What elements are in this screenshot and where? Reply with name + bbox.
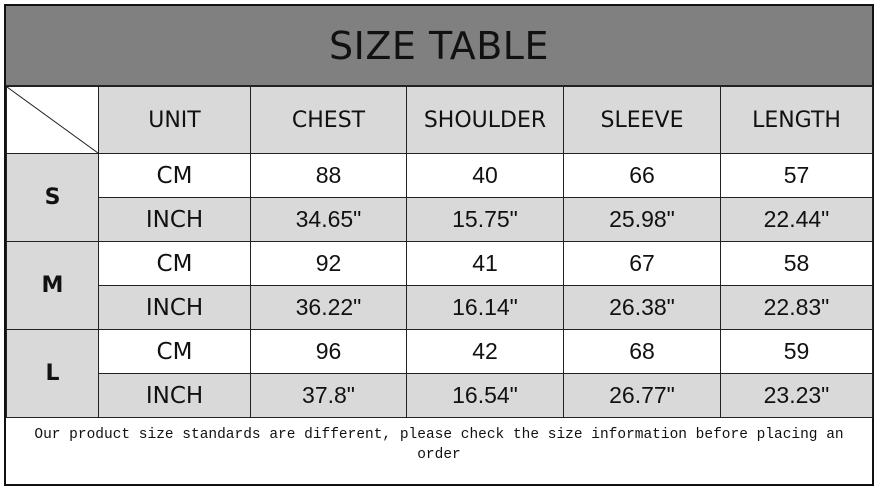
header-shoulder: SHOULDER (406, 86, 564, 154)
value-cell: 15.75" (406, 197, 564, 242)
table-row: L CM 96 42 68 59 (6, 329, 873, 418)
value-cell: 22.44" (720, 197, 873, 242)
value-cell: 26.77" (563, 373, 721, 418)
value-cell: 25.98" (563, 197, 721, 242)
table-row: INCH 36.22" 16.14" 26.38" 22.83" (7, 285, 873, 330)
table-row: M CM 92 41 67 58 (6, 241, 873, 330)
value-cell: 57 (720, 153, 873, 198)
diagonal-line (7, 87, 98, 153)
unit-cell: CM (98, 153, 251, 198)
value-cell: 58 (720, 241, 873, 286)
size-grid: UNIT CHEST SHOULDER SLEEVE LENGTH S CM 88 4… (6, 86, 873, 418)
value-cell: 92 (250, 241, 407, 286)
value-cell: 26.38" (563, 285, 721, 330)
value-cell: 22.83" (720, 285, 873, 330)
size-table: SIZE TABLE UNIT CHEST SHOULDER SLEEVE LE… (4, 4, 874, 486)
unit-cell: CM (98, 241, 251, 286)
table-title: SIZE TABLE (6, 6, 872, 86)
value-cell: 34.65" (250, 197, 407, 242)
size-label: S (6, 153, 99, 242)
value-cell: 16.54" (406, 373, 564, 418)
table-row: INCH 34.65" 15.75" 25.98" 22.44" (7, 197, 873, 242)
size-label: L (6, 329, 99, 418)
header-chest: CHEST (250, 86, 407, 154)
value-cell: 59 (720, 329, 873, 374)
value-cell: 67 (563, 241, 721, 286)
value-cell: 37.8" (250, 373, 407, 418)
header-row: UNIT CHEST SHOULDER SLEEVE LENGTH (6, 86, 873, 154)
value-cell: 36.22" (250, 285, 407, 330)
unit-cell: INCH (98, 285, 251, 330)
value-cell: 96 (250, 329, 407, 374)
table-row: S CM 88 40 66 57 (6, 153, 873, 242)
unit-cell: CM (98, 329, 251, 374)
corner-cell (6, 86, 99, 154)
size-label: M (6, 241, 99, 330)
value-cell: 88 (250, 153, 407, 198)
value-cell: 68 (563, 329, 721, 374)
value-cell: 16.14" (406, 285, 564, 330)
value-cell: 23.23" (720, 373, 873, 418)
value-cell: 42 (406, 329, 564, 374)
header-sleeve: SLEEVE (563, 86, 721, 154)
header-unit: UNIT (98, 86, 251, 154)
footer-note: Our product size standards are different… (34, 427, 844, 463)
value-cell: 41 (406, 241, 564, 286)
unit-cell: INCH (98, 373, 251, 418)
header-length: LENGTH (720, 86, 873, 154)
table-row: INCH 37.8" 16.54" 26.77" 23.23" (7, 373, 873, 418)
value-cell: 66 (563, 153, 721, 198)
unit-cell: INCH (98, 197, 251, 242)
value-cell: 40 (406, 153, 564, 198)
